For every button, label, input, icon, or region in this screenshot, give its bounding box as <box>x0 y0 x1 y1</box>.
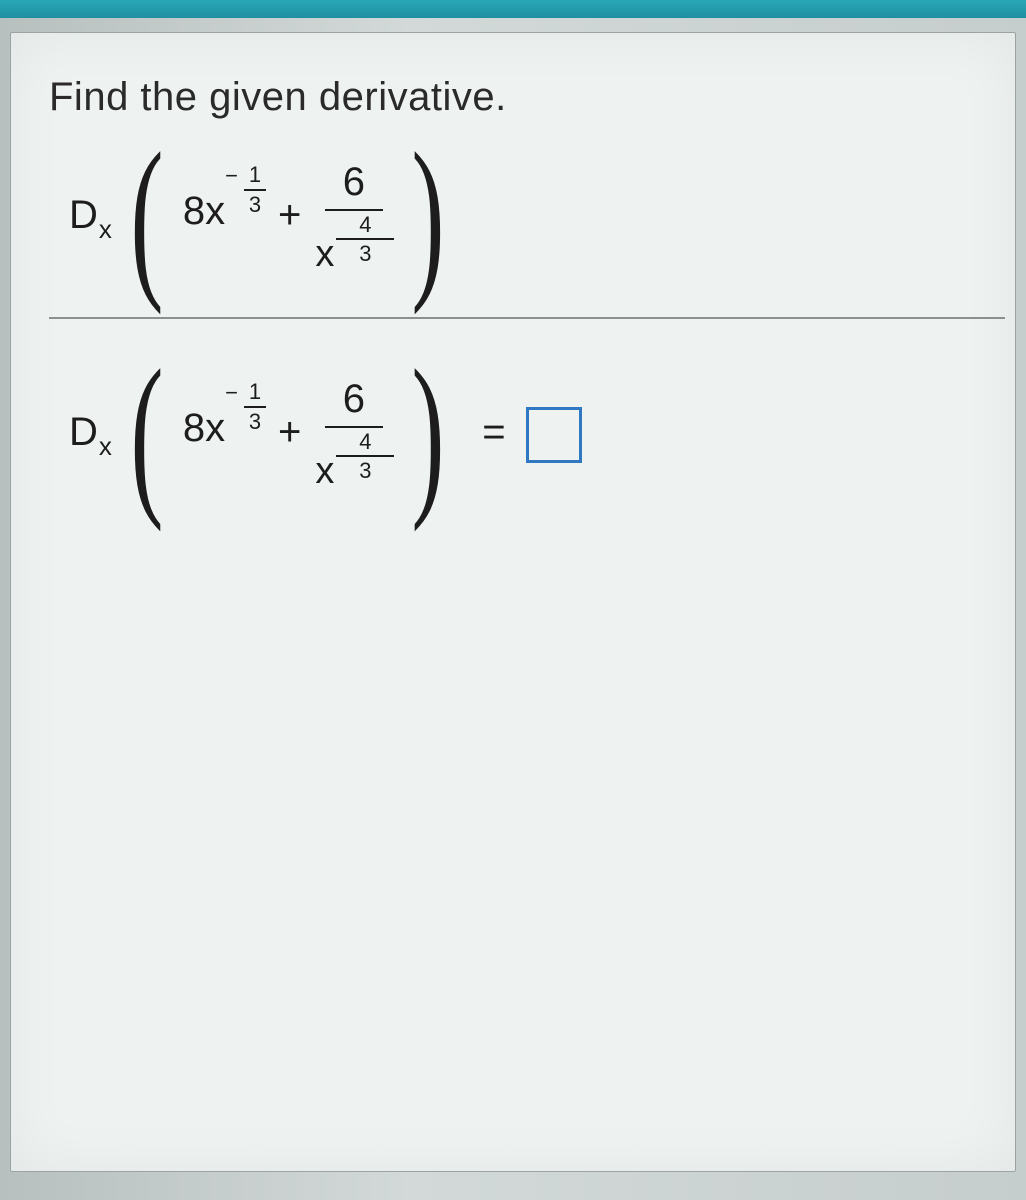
window-top-accent <box>0 0 1026 18</box>
term-8x-power: 8x − 1 3 <box>183 406 264 458</box>
screen: Find the given derivative. D x ( 8x − 1 … <box>0 0 1026 1200</box>
section-divider <box>49 317 1005 319</box>
term2-den-base: x <box>315 233 334 276</box>
term2-numerator: 6 <box>337 377 371 426</box>
term2-den-exponent-fraction: 4 3 <box>336 213 394 265</box>
operator-d-sub: x <box>99 431 112 462</box>
term1-exp-num: 1 <box>249 163 261 186</box>
term2-denominator: x 4 3 <box>315 219 392 271</box>
fraction-bar-icon <box>244 189 266 191</box>
term-8x-power: 8x − 1 3 <box>183 189 264 241</box>
operator-d-letter: D <box>69 410 98 455</box>
operator-d-sub: x <box>99 214 112 245</box>
open-paren-icon: ( <box>130 365 163 500</box>
operator-d-letter: D <box>69 193 98 238</box>
term1-exp-den: 3 <box>249 410 261 433</box>
open-paren-icon: ( <box>130 148 163 283</box>
term2-den-exp-num: 4 <box>359 213 371 236</box>
term1-exp-den: 3 <box>249 193 261 216</box>
term2-den-base: x <box>315 450 334 493</box>
fraction-bar-icon <box>244 406 266 408</box>
plus-sign: + <box>278 193 301 238</box>
term2-denominator: x 4 3 <box>315 436 392 488</box>
term2-den-exponent-fraction: 4 3 <box>336 430 394 482</box>
term1-exponent-fraction: 1 3 <box>244 380 266 432</box>
answer-input[interactable] <box>526 407 582 463</box>
fraction-bar-icon <box>336 238 394 240</box>
question-prompt: Find the given derivative. <box>49 75 1005 120</box>
term2-fraction: 6 x 4 3 <box>315 160 392 271</box>
term1-exp-sign: − <box>225 163 238 189</box>
plus-sign: + <box>278 410 301 455</box>
term1-exp-sign: − <box>225 380 238 406</box>
operator-d: D x <box>69 410 111 455</box>
close-paren-icon: ) <box>412 148 445 283</box>
term2-den-exp-den: 3 <box>359 459 371 482</box>
close-paren-icon: ) <box>412 365 445 500</box>
term2-den-exp-den: 3 <box>359 242 371 265</box>
derivative-expression-answer-row: D x ( 8x − 1 3 + 6 <box>69 365 1005 500</box>
term1-base: 8x <box>183 189 225 234</box>
derivative-expression-display: D x ( 8x − 1 3 + 6 <box>69 148 1005 283</box>
term2-fraction: 6 x 4 3 <box>315 377 392 488</box>
term1-base: 8x <box>183 406 225 451</box>
term1-exponent-fraction: 1 3 <box>244 163 266 215</box>
term1-exp-num: 1 <box>249 380 261 403</box>
question-panel: Find the given derivative. D x ( 8x − 1 … <box>10 32 1016 1172</box>
operator-d: D x <box>69 193 111 238</box>
fraction-bar-icon <box>336 455 394 457</box>
term2-numerator: 6 <box>337 160 371 209</box>
term2-den-exp-num: 4 <box>359 430 371 453</box>
equals-sign: = <box>482 410 505 455</box>
